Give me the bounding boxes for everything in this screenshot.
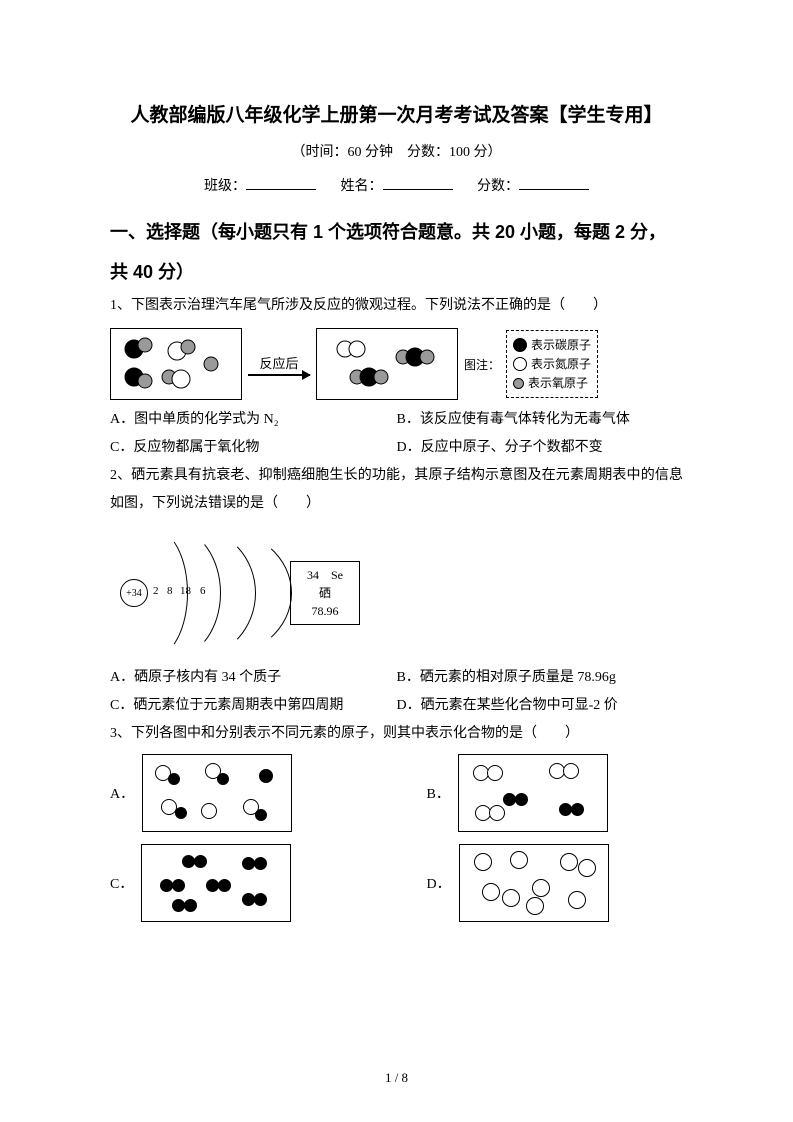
q3-B-box [458, 754, 608, 832]
q2-optC: C．硒元素位于元素周期表中第四周期 [110, 692, 397, 720]
shell-1: 2 [153, 585, 159, 597]
carbon-atom-icon [513, 338, 527, 352]
q3-C-label: C． [110, 873, 133, 893]
q3-C-box [141, 844, 291, 922]
q3-A-label: A． [110, 783, 134, 803]
score-blank[interactable] [519, 176, 589, 190]
q3-text: 3、下列各图中和分别表示不同元素的原子，则其中表示化合物的是（ ） [110, 720, 683, 748]
q2-figure: +34 2 8 18 6 34 Se 硒 78.96 [120, 528, 683, 658]
q2-optB: B．硒元素的相对原子质量是 78.96g [397, 664, 684, 692]
name-label: 姓名： [341, 179, 383, 194]
q3-A-box [142, 754, 292, 832]
element-card: 34 Se 硒 78.96 [290, 561, 360, 625]
q3-D-label: D． [427, 873, 451, 893]
page-title: 人教部编版八年级化学上册第一次月考考试及答案【学生专用】 [110, 100, 683, 127]
info-line: 班级： 姓名： 分数： [110, 175, 683, 195]
q3-options: A． B． [110, 754, 683, 922]
elem-mass: 78.96 [291, 602, 359, 620]
q1-optC: C．反应物都属于氧化物 [110, 434, 397, 462]
q2-optA: A．硒原子核内有 34 个质子 [110, 664, 397, 692]
q1-optD: D．反应中原子、分子个数都不变 [397, 434, 684, 462]
shell-3: 18 [180, 585, 191, 597]
nitrogen-atom-icon [513, 357, 527, 371]
arrow-icon [248, 374, 310, 376]
q1-figure: 反应后 图注： 表示碳原子 表示氮原子 表示氧原子 [110, 328, 683, 400]
q1-arrow-label: 反应后 [248, 353, 310, 372]
q1-right-svg [317, 329, 457, 399]
q1-optB: B．该反应使有毒气体转化为无毒气体 [397, 406, 684, 434]
q1-legend-label: 图注： [464, 356, 500, 373]
shell-2: 8 [167, 585, 173, 597]
q1-arrow-wrap: 反应后 [248, 353, 310, 376]
q3-D-box [459, 844, 609, 922]
legend-carbon: 表示碳原子 [531, 336, 591, 354]
oxygen-atom-icon [513, 378, 524, 389]
class-label: 班级： [204, 179, 246, 194]
q1-right-box [316, 328, 458, 400]
class-blank[interactable] [246, 176, 316, 190]
name-blank[interactable] [383, 176, 453, 190]
subtitle: （时间：60 分钟 分数：100 分） [110, 141, 683, 161]
q1-left-box [110, 328, 242, 400]
elem-name: 硒 [291, 584, 359, 602]
page-footer: 1 / 8 [0, 1070, 793, 1086]
score-label: 分数： [477, 179, 519, 194]
q1-optA: A．图中单质的化学式为 N₂ [110, 406, 397, 434]
q1-options: A．图中单质的化学式为 N₂ B．该反应使有毒气体转化为无毒气体 C．反应物都属… [110, 406, 683, 462]
q1-text: 1、下图表示治理汽车尾气所涉及反应的微观过程。下列说法不正确的是（ ） [110, 292, 683, 320]
elem-number: 34 Se [291, 566, 359, 584]
q2-options: A．硒原子核内有 34 个质子 B．硒元素的相对原子质量是 78.96g C．硒… [110, 664, 683, 720]
shell-4: 6 [200, 585, 206, 597]
q2-text: 2、硒元素具有抗衰老、抑制癌细胞生长的功能，其原子结构示意图及在元素周期表中的信… [110, 462, 683, 518]
section-title: 一、选择题（每小题只有 1 个选项符合题意。共 20 小题，每题 2 分，共 4… [110, 213, 683, 292]
q1-legend: 表示碳原子 表示氮原子 表示氧原子 [506, 330, 598, 398]
atom-diagram: +34 2 8 18 6 [120, 528, 270, 658]
q1-left-svg [111, 329, 241, 399]
q2-optD: D．硒元素在某些化合物中可显-2 价 [397, 692, 684, 720]
legend-oxygen: 表示氧原子 [528, 374, 588, 392]
legend-nitrogen: 表示氮原子 [531, 355, 591, 373]
q3-B-label: B． [427, 783, 450, 803]
